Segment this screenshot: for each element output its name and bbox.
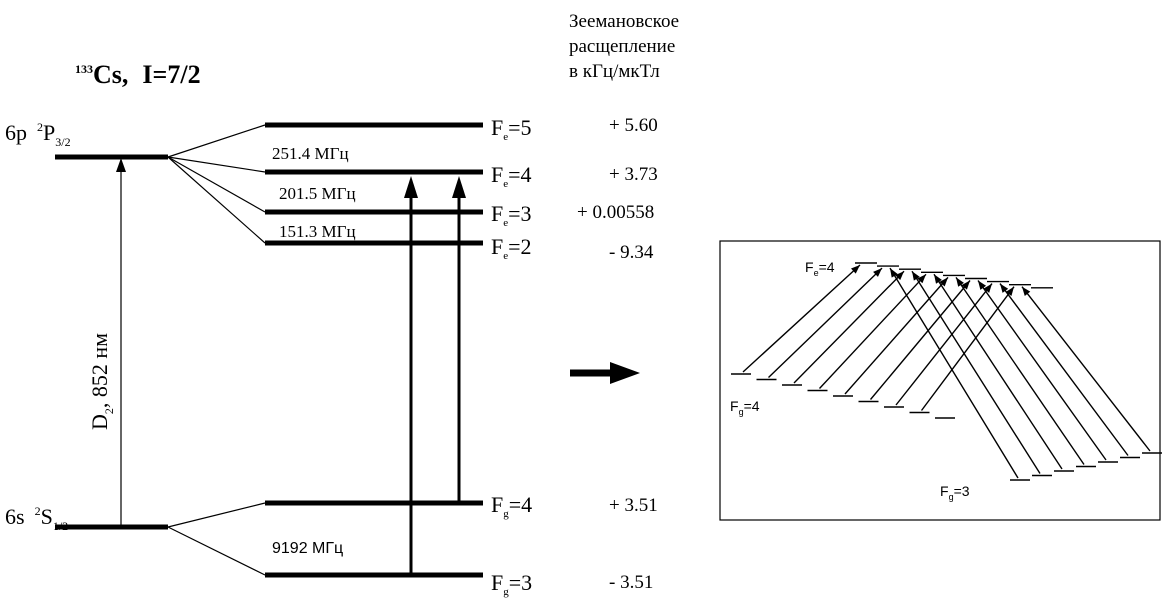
- d2-transition-label: D2, 852 нм: [87, 333, 116, 430]
- fg3-fe4-transition-4: [977, 280, 1107, 461]
- zeeman-fg4: + 3.51: [609, 495, 658, 516]
- label-fe4: Fe=4: [491, 162, 532, 190]
- inset-label-fg3: Fg=3: [940, 483, 970, 502]
- fg4-fe4-arrowhead-0: [850, 265, 860, 274]
- ground-splitting-label: 9192 МГц: [272, 540, 343, 557]
- label-fe5: Fe=5: [491, 115, 532, 143]
- atom-symbol: Cs,: [93, 60, 128, 89]
- splitting-label-2: 201.5 МГц: [279, 184, 356, 203]
- d2-wavelength: , 852 нм: [87, 333, 112, 408]
- fg4-fe4-transition-6: [895, 283, 993, 406]
- d2-transition-arrowhead: [116, 158, 126, 172]
- label-fg3: Fg=3: [491, 570, 532, 598]
- fg4-fe4-transition-3: [818, 273, 927, 389]
- excited-term: P: [43, 120, 55, 145]
- fg4-fe4-arrowhead-3: [917, 274, 926, 284]
- fg4-fe4-transition-1: [768, 267, 883, 379]
- splitting-label-3: 151.3 МГц: [279, 222, 356, 241]
- excited-sub: 3/2: [55, 135, 70, 149]
- zeeman-header-line-1: Зеемановское: [569, 11, 679, 32]
- fg4-fe4-arrowhead-4: [939, 277, 948, 287]
- inset-label-fe4: Fe=4: [805, 259, 835, 278]
- fan-line-fe2: [167, 156, 266, 244]
- d2-label: D: [87, 414, 112, 430]
- fg3-fe4-arrowhead-2: [934, 274, 942, 284]
- fan-line-fe5: [167, 124, 266, 158]
- fan-line-fg4: [167, 502, 266, 528]
- fg3-fe4-transition-0: [889, 267, 1019, 479]
- fg3-fe4-transition-2: [933, 273, 1063, 470]
- fan-line-fe3: [167, 156, 266, 213]
- inset-zeeman-sublevels: [731, 262, 1162, 481]
- atom-spin: I=7/2: [142, 60, 200, 89]
- fg4-fe4-transition-5: [869, 280, 971, 400]
- fan-line-fg3: [167, 526, 266, 576]
- fg3-fe4-transition-1: [911, 270, 1041, 474]
- ground-term: S: [41, 504, 53, 529]
- fg3-fe4-transition-6: [1021, 286, 1151, 452]
- atom-mass: 133: [75, 62, 93, 76]
- pump-arrowhead-fg3: [404, 176, 418, 198]
- zeeman-header-line-3: в кГц/мкТл: [569, 61, 660, 82]
- zeeman-fe5: + 5.60: [609, 115, 658, 136]
- zeeman-fg3: - 3.51: [609, 572, 653, 593]
- inset-box: [719, 240, 1161, 521]
- fg4-fe4-arrowhead-2: [895, 271, 904, 281]
- fg4-fe4-transition-7: [920, 286, 1015, 411]
- fg4-fe4-arrowhead-5: [961, 280, 970, 290]
- fg4-fe4-transition-2: [793, 270, 905, 384]
- zeeman-fe2: - 9.34: [609, 242, 654, 263]
- atom-title: 133Cs, I=7/2: [75, 60, 201, 89]
- fg4-fe4-transition-0: [742, 264, 861, 373]
- fg3-fe4-arrowhead-0: [890, 268, 898, 278]
- d2-sub: 2: [102, 408, 116, 414]
- ground-sup: 2: [35, 504, 41, 518]
- zeeman-header-line-2: расщепление: [569, 36, 675, 57]
- fg4-fe4-arrowhead-6: [983, 283, 992, 293]
- fg3-fe4-arrowhead-3: [956, 277, 964, 287]
- fan-line-fe4: [167, 156, 266, 173]
- excited-sup: 2: [37, 120, 43, 134]
- zeeman-fe3: + 0.00558: [577, 202, 654, 223]
- ground-config: 6s: [5, 504, 25, 529]
- fg4-fe4-arrowhead-7: [1005, 286, 1014, 297]
- fg3-fe4-arrowhead-5: [1000, 283, 1009, 293]
- label-fe2: Fe=2: [491, 234, 532, 262]
- splitting-label-1: 251.4 МГц: [272, 144, 349, 163]
- inset-label-fg4: Fg=4: [730, 398, 760, 417]
- label-fg4: Fg=4: [491, 492, 532, 520]
- big-arrowhead: [610, 362, 640, 384]
- fg3-fe4-transition-5: [999, 283, 1129, 456]
- label-fe3: Fe=3: [491, 201, 532, 229]
- excited-config: 6p: [5, 120, 27, 145]
- fg3-fe4-transition-3: [955, 277, 1085, 465]
- fg3-fe4-arrowhead-6: [1022, 286, 1031, 296]
- zeeman-fe4: + 3.73: [609, 164, 658, 185]
- pump-arrowhead-fg4: [452, 176, 466, 198]
- fg3-fe4-arrowhead-1: [912, 271, 920, 281]
- fg4-fe4-arrowhead-1: [873, 268, 882, 277]
- fg3-fe4-arrowhead-4: [978, 280, 987, 290]
- excited-state-label: 6p 2P3/2: [5, 120, 71, 149]
- fg4-fe4-transition-4: [844, 276, 949, 395]
